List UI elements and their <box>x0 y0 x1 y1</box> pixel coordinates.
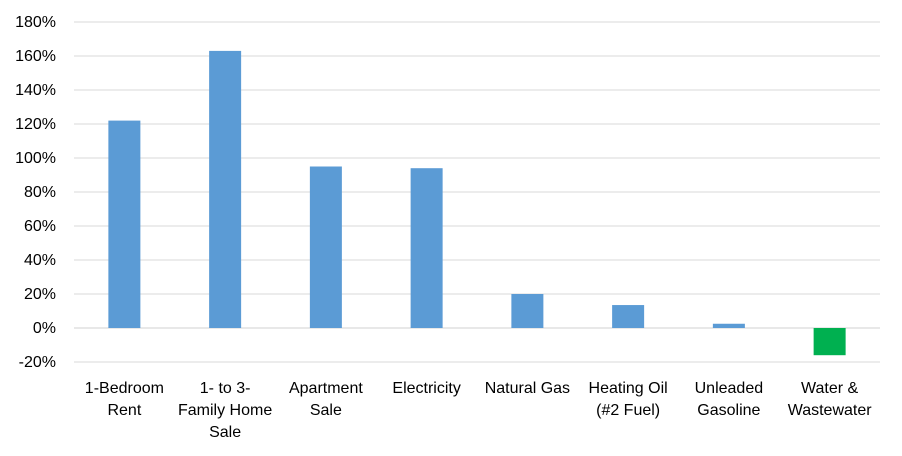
x-category-label-line: 1-Bedroom <box>85 380 164 397</box>
x-category-label-line: Rent <box>107 402 141 419</box>
x-category-label: Apartment Sale <box>289 380 363 419</box>
x-category-label-line: (#2 Fuel) <box>596 402 660 419</box>
y-tick-label: -20% <box>19 354 56 371</box>
y-tick-label: 160% <box>15 48 56 65</box>
y-tick-label: 120% <box>15 116 56 133</box>
y-tick-label: 180% <box>15 14 56 31</box>
bar <box>712 323 745 328</box>
x-category-label-line: Heating Oil <box>589 380 668 397</box>
x-category-label-line: Apartment <box>289 380 363 397</box>
x-category-label: Water & Wastewater <box>788 380 873 419</box>
x-category-label-line: Gasoline <box>697 402 760 419</box>
x-category-label-line: Wastewater <box>788 402 873 419</box>
y-tick-label: 40% <box>24 252 56 269</box>
x-category-label: 1- to 3- Family Home Sale <box>178 380 272 441</box>
bar <box>108 120 141 328</box>
y-tick-label: 100% <box>15 150 56 167</box>
bar <box>813 328 846 356</box>
gridlines <box>74 21 880 363</box>
x-category-label-line: Unleaded <box>695 380 764 397</box>
x-category-label-line: Water & <box>801 380 859 397</box>
x-category-label: Natural Gas <box>485 380 570 397</box>
y-axis-tick-labels: 180% 160% 140% 120% 100% 80% 60% 40% 20% 0% -20% <box>15 14 56 371</box>
x-category-label-line: Sale <box>310 402 342 419</box>
x-category-label-line: Natural Gas <box>485 380 570 397</box>
bars <box>108 50 846 356</box>
bar <box>410 168 443 328</box>
x-category-label: Heating Oil (#2 Fuel) <box>589 380 668 419</box>
y-tick-label: 60% <box>24 218 56 235</box>
bar <box>209 50 242 329</box>
y-tick-label: 140% <box>15 82 56 99</box>
y-tick-label: 80% <box>24 184 56 201</box>
x-category-label-line: 1- to 3- <box>200 380 251 397</box>
y-tick-label: 0% <box>33 320 56 337</box>
x-category-label: Electricity <box>392 380 460 397</box>
x-category-label: 1-Bedroom Rent <box>85 380 164 419</box>
bar <box>511 294 544 328</box>
x-category-label-line: Electricity <box>392 380 460 397</box>
bar <box>612 305 645 328</box>
bar <box>309 166 342 328</box>
y-tick-label: 20% <box>24 286 56 303</box>
x-category-label-line: Family Home <box>178 402 272 419</box>
x-category-label-line: Sale <box>209 424 241 441</box>
x-category-label: Unleaded Gasoline <box>695 380 764 419</box>
